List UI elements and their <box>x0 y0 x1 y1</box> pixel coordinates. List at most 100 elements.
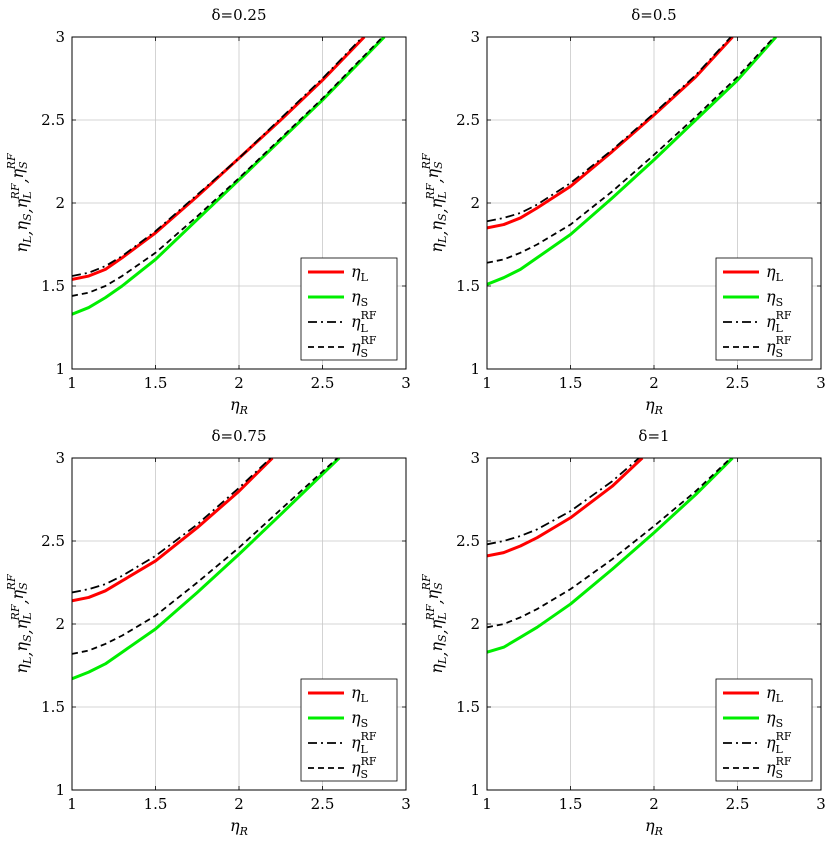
chart-panel-1: 1 1.5 2 2.5 3 1 1.5 2 2.5 3 δ=0.25 ηR ηL,ηS,ηLRF,ηSR… <box>5 6 411 417</box>
x-tick-label: 1 <box>482 795 492 813</box>
y-tick-label: 1 <box>470 360 480 378</box>
legend-label: ηRF S <box>766 755 792 781</box>
series-line-2 <box>487 458 734 654</box>
series-line-1 <box>72 458 274 603</box>
x-tick-label: 3 <box>401 795 411 813</box>
series-line-4 <box>487 37 775 264</box>
series-line-2 <box>72 458 341 681</box>
axes-frame <box>71 457 407 791</box>
axes-frame <box>486 457 822 791</box>
series-line-4 <box>487 458 732 629</box>
legend-label: ηRF S <box>351 334 377 360</box>
x-axis-label: ηR <box>230 816 248 838</box>
chart-title: δ=0.75 <box>212 427 267 445</box>
series-line-1 <box>487 37 734 230</box>
legend-label: ηRF L <box>766 730 792 756</box>
y-tick-label: 2 <box>55 194 65 212</box>
y-tick-label: 1.5 <box>41 698 65 716</box>
y-axis-label: ηL,ηS,ηLRF,ηSRF <box>5 153 35 253</box>
x-tick-label: 1.5 <box>144 795 168 813</box>
chart-panel-2: 1 1.5 2 2.5 3 1 1.5 2 2.5 3 δ=0.5 ηR ηL,ηS,ηLRF,ηSRF… <box>420 6 826 417</box>
series-line-3 <box>487 37 732 223</box>
legend-box <box>715 257 813 361</box>
plot-area <box>487 458 734 654</box>
legend-label: ηRF S <box>766 334 792 360</box>
y-axis-label: ηL,ηS,ηLRF,ηSRF <box>5 574 35 674</box>
x-tick-label: 2.5 <box>726 374 750 392</box>
legend-box <box>300 678 398 782</box>
plot-area <box>72 458 341 681</box>
legend-label: ηL <box>766 262 784 284</box>
plot-area <box>72 37 386 316</box>
x-tick-label: 1.5 <box>559 374 583 392</box>
x-tick-label: 1 <box>482 374 492 392</box>
x-tick-label: 3 <box>401 374 411 392</box>
chart-title: δ=1 <box>638 427 669 445</box>
x-tick-label: 3 <box>816 374 826 392</box>
y-tick-label: 1.5 <box>456 277 480 295</box>
x-tick-label: 1.5 <box>144 374 168 392</box>
y-tick-label: 2.5 <box>41 532 65 550</box>
y-tick-label: 1.5 <box>41 277 65 295</box>
y-axis-label: ηL,ηS,ηLRF,ηSRF <box>420 574 450 674</box>
y-tick-label: 1.5 <box>456 698 480 716</box>
x-axis-label: ηR <box>230 395 248 417</box>
series-line-2 <box>487 37 778 286</box>
legend-label: ηL <box>766 683 784 705</box>
y-tick-label: 2 <box>470 615 480 633</box>
legend-label: ηS <box>351 287 368 309</box>
chart-panel-4: 1 1.5 2 2.5 3 1 1.5 2 2.5 3 δ=1 ηR ηL,ηS,ηLRF,ηSRF ηL… <box>420 427 826 838</box>
y-tick-label: 3 <box>55 28 65 46</box>
x-tick-label: 2 <box>234 795 244 813</box>
legend-label: ηRF S <box>351 755 377 781</box>
x-tick-label: 1.5 <box>559 795 583 813</box>
y-tick-label: 3 <box>55 449 65 467</box>
y-tick-label: 2 <box>55 615 65 633</box>
y-tick-label: 3 <box>470 449 480 467</box>
x-tick-label: 3 <box>816 795 826 813</box>
legend-label: ηL <box>351 683 369 705</box>
y-tick-label: 2.5 <box>456 111 480 129</box>
series-line-4 <box>72 37 384 297</box>
x-tick-label: 2 <box>234 374 244 392</box>
series-line-3 <box>72 37 364 277</box>
legend-box <box>300 257 398 361</box>
legend-label: ηS <box>351 708 368 730</box>
y-tick-label: 1 <box>470 781 480 799</box>
legend-label: ηRF L <box>351 309 377 335</box>
chart-panel-3: 1 1.5 2 2.5 3 1 1.5 2 2.5 3 δ=0.75 ηR ηL,ηS,ηLRF,ηSR… <box>5 427 411 838</box>
x-tick-label: 2.5 <box>726 795 750 813</box>
x-tick-label: 1 <box>67 374 77 392</box>
axes-frame <box>71 36 407 370</box>
series-line-1 <box>487 458 644 558</box>
x-axis-label: ηR <box>645 395 663 417</box>
legend-label: ηL <box>351 262 369 284</box>
legend-box <box>715 678 813 782</box>
x-tick-label: 2.5 <box>311 374 335 392</box>
x-tick-label: 1 <box>67 795 77 813</box>
legend-label: ηS <box>766 287 783 309</box>
y-tick-label: 3 <box>470 28 480 46</box>
y-tick-label: 1 <box>55 360 65 378</box>
legend-label: ηRF L <box>766 309 792 335</box>
y-tick-label: 1 <box>55 781 65 799</box>
axes-frame <box>486 36 822 370</box>
legend-label: ηRF L <box>351 730 377 756</box>
chart-title: δ=0.25 <box>212 6 267 24</box>
legend-label: ηS <box>766 708 783 730</box>
chart-title: δ=0.5 <box>631 6 676 24</box>
y-axis-label: ηL,ηS,ηLRF,ηSRF <box>420 153 450 253</box>
series-line-3 <box>487 458 640 546</box>
series-line-1 <box>72 37 366 281</box>
x-tick-label: 2 <box>649 374 659 392</box>
series-line-4 <box>72 458 339 655</box>
y-tick-label: 2.5 <box>456 532 480 550</box>
y-tick-label: 2.5 <box>41 111 65 129</box>
x-axis-label: ηR <box>645 816 663 838</box>
